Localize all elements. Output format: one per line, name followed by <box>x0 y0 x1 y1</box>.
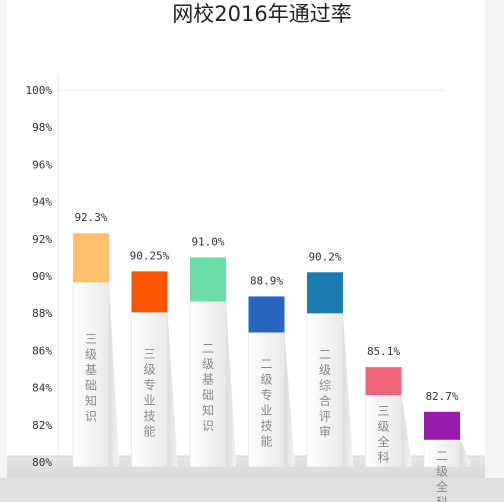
left-edge-strip <box>0 0 7 502</box>
bar <box>424 411 460 440</box>
category-label: 三级全科 <box>377 404 389 465</box>
bar-group: 92.3% 三级基础知识 <box>72 211 119 468</box>
category-label: 二级专业技能 <box>260 357 272 449</box>
bar <box>307 272 343 314</box>
bar <box>365 367 402 396</box>
bar-pillar <box>72 281 110 468</box>
bar-value-label: 85.1% <box>367 345 400 358</box>
bar <box>131 271 168 313</box>
bar-group: 88.9% 二级专业技能 <box>248 274 295 468</box>
y-tick-label: 88% <box>32 307 52 320</box>
bar-group: 90.25% 三级专业技能 <box>130 249 178 468</box>
bar-pillar <box>306 312 344 468</box>
bar-side-shadow <box>226 301 236 467</box>
y-tick-label: 100% <box>26 84 53 97</box>
bar-side-shadow <box>460 439 470 467</box>
bar-series: 92.3% 三级基础知识 90.25% 三级专业技能 91.0% 二级基础知识 88.9% 二… <box>72 211 470 502</box>
bar-side-shadow <box>343 313 353 467</box>
bar-value-label: 88.9% <box>250 274 283 287</box>
y-tick-label: 90% <box>32 270 52 283</box>
y-tick-label: 94% <box>32 196 52 209</box>
y-tick-label: 84% <box>32 382 52 395</box>
category-label: 三级基础知识 <box>85 332 97 424</box>
category-label: 三级专业技能 <box>143 347 155 439</box>
bar-pillar <box>189 301 227 468</box>
bar-group: 90.2% 二级综合评审 <box>306 250 353 468</box>
bar <box>190 257 226 302</box>
bar <box>248 296 285 333</box>
bar-value-label: 91.0% <box>191 235 224 248</box>
y-tick-label: 92% <box>32 233 52 246</box>
y-tick-label: 86% <box>32 344 52 357</box>
y-axis: 80% 82% 84% 86% 88% 90% 92% 94% 96% 98% 100% <box>26 84 446 469</box>
bar-side-shadow <box>284 332 295 467</box>
y-tick-label: 82% <box>32 419 52 432</box>
category-label: 二级全科 <box>436 449 448 502</box>
bar-side-shadow <box>401 395 412 467</box>
y-tick-label: 96% <box>32 158 52 171</box>
y-tick-label: 98% <box>32 121 52 134</box>
bar-pillar <box>248 332 285 468</box>
bar-side-shadow <box>167 312 178 467</box>
chart-title: 网校2016年通过率 <box>172 2 351 26</box>
bar-side-shadow <box>109 282 119 467</box>
bar-group: 82.7% 二级全科 <box>423 390 470 502</box>
category-label: 二级基础知识 <box>202 342 214 434</box>
bar-value-label: 90.2% <box>308 250 341 263</box>
bar <box>73 233 109 283</box>
bar-pillar <box>423 439 461 468</box>
category-label: 二级综合评审 <box>319 348 331 440</box>
y-tick-label: 80% <box>32 456 52 469</box>
bar-pillar <box>131 312 168 468</box>
bar-value-label: 82.7% <box>425 390 458 403</box>
bar-group: 85.1% 三级全科 <box>365 345 412 468</box>
bar-pillar <box>365 394 402 468</box>
bar-value-label: 90.25% <box>130 249 170 262</box>
bar-group: 91.0% 二级基础知识 <box>189 235 236 468</box>
right-edge-strip <box>485 0 504 502</box>
bar-value-label: 92.3% <box>74 211 107 224</box>
